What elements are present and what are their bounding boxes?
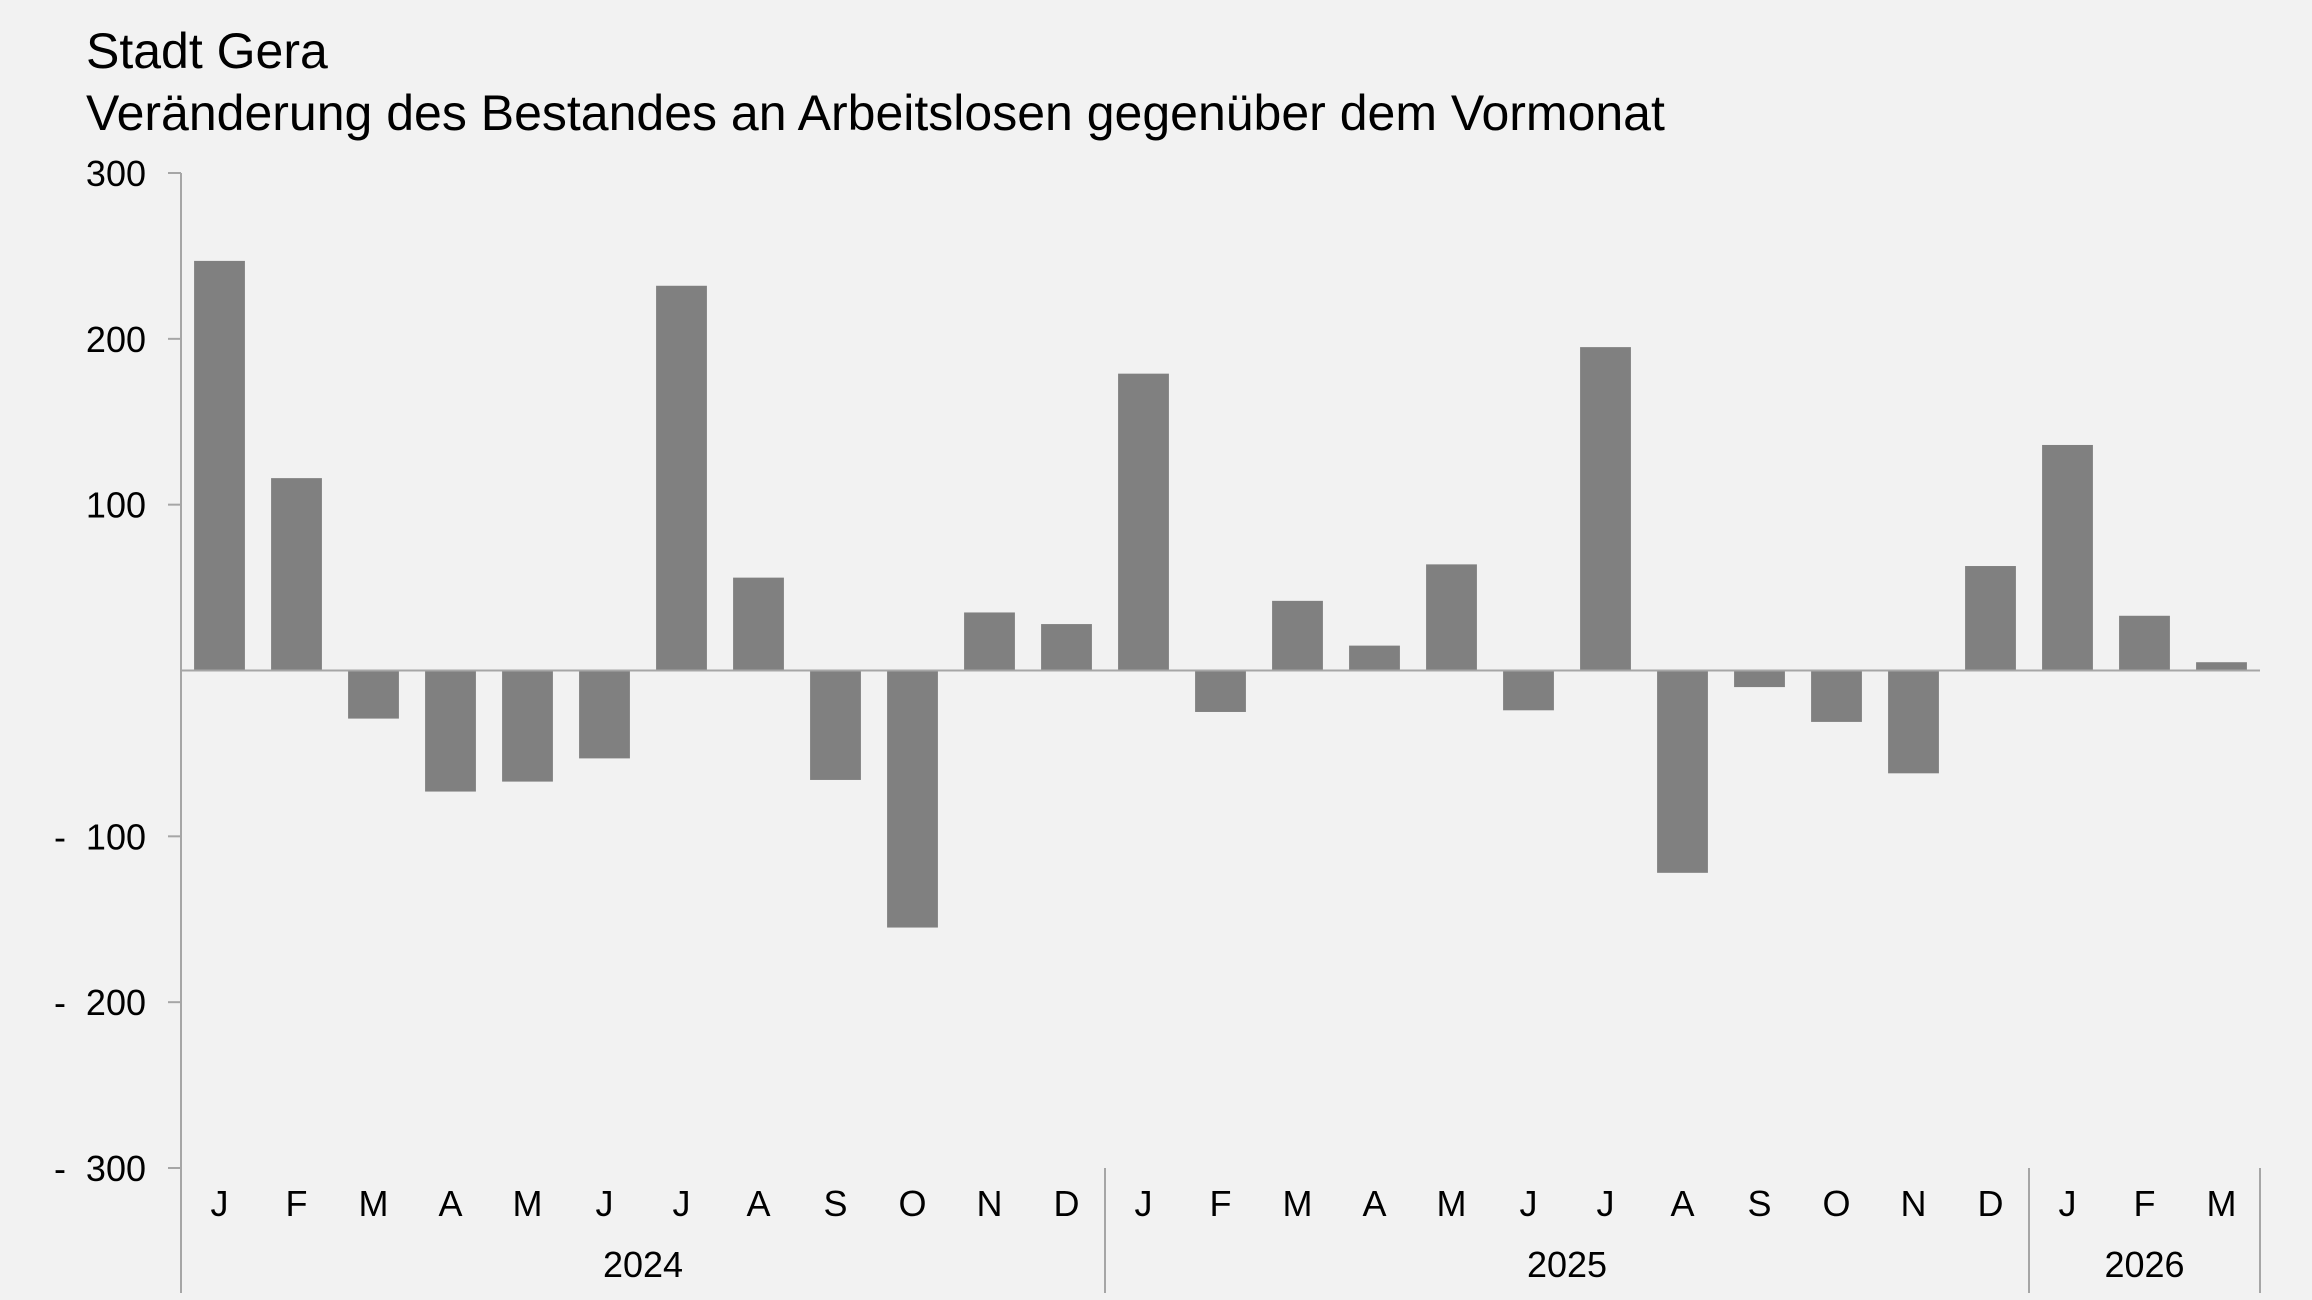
x-tick-label: D — [1054, 1183, 1080, 1224]
x-tick-label: O — [1822, 1183, 1850, 1224]
x-tick-label: A — [1362, 1183, 1386, 1224]
x-tick-label: J — [596, 1183, 614, 1224]
x-tick-label: N — [977, 1183, 1003, 1224]
x-tick-label: M — [359, 1183, 389, 1224]
bar-8 — [733, 577, 784, 671]
x-tick-label: S — [1747, 1183, 1771, 1224]
bar-18 — [1503, 670, 1554, 711]
x-tick-label: F — [1210, 1183, 1232, 1224]
bar-21 — [1734, 670, 1785, 688]
bar-23 — [1888, 670, 1939, 774]
x-tick-label: A — [746, 1183, 770, 1224]
x-tick-label: J — [211, 1183, 229, 1224]
bar-14 — [1195, 670, 1246, 712]
chart-subtitle: Veränderung des Bestandes an Arbeitslose… — [86, 85, 1665, 141]
bar-27 — [2196, 662, 2247, 671]
x-tick-label: O — [898, 1183, 926, 1224]
y-tick-label: - 300 — [54, 1148, 146, 1189]
bar-22 — [1811, 670, 1862, 722]
year-label: 2026 — [2104, 1244, 2184, 1285]
bar-16 — [1349, 645, 1400, 671]
x-tick-label: F — [2134, 1183, 2156, 1224]
bar-24 — [1965, 566, 2016, 671]
bar-11 — [964, 612, 1015, 671]
y-tick-label: - 200 — [54, 982, 146, 1023]
chart-title: Stadt Gera — [86, 23, 328, 79]
x-tick-label: J — [1597, 1183, 1615, 1224]
x-tick-label: M — [1283, 1183, 1313, 1224]
bar-5 — [502, 670, 553, 782]
y-tick-label: 200 — [86, 319, 146, 360]
bar-25 — [2042, 444, 2093, 671]
x-tick-label: A — [1670, 1183, 1694, 1224]
x-tick-label: J — [673, 1183, 691, 1224]
x-tick-label: M — [1437, 1183, 1467, 1224]
bar-10 — [887, 670, 938, 928]
bar-12 — [1041, 624, 1092, 671]
y-tick-label: - 100 — [54, 816, 146, 857]
x-tick-label: S — [823, 1183, 847, 1224]
x-tick-label: M — [513, 1183, 543, 1224]
x-tick-label: J — [1520, 1183, 1538, 1224]
bar-26 — [2119, 615, 2170, 671]
x-tick-label: J — [1135, 1183, 1153, 1224]
x-tick-label: D — [1978, 1183, 2004, 1224]
bar-17 — [1426, 564, 1477, 671]
chart-title-block: Stadt Gera Veränderung des Bestandes an … — [86, 20, 1665, 144]
bar-15 — [1272, 600, 1323, 671]
x-tick-label: F — [286, 1183, 308, 1224]
bar-19 — [1580, 347, 1631, 671]
y-tick-label: 300 — [86, 153, 146, 194]
year-label: 2024 — [603, 1244, 683, 1285]
year-label: 2025 — [1527, 1244, 1607, 1285]
bar-9 — [810, 670, 861, 780]
bar-2 — [271, 478, 322, 671]
x-tick-label: N — [1901, 1183, 1927, 1224]
x-tick-label: A — [438, 1183, 462, 1224]
bar-6 — [579, 670, 630, 759]
x-tick-label: M — [2207, 1183, 2237, 1224]
bar-20 — [1657, 670, 1708, 873]
bar-4 — [425, 670, 476, 792]
y-tick-label: 100 — [86, 485, 146, 526]
x-tick-label: J — [2059, 1183, 2077, 1224]
bar-1 — [194, 260, 245, 671]
bar-3 — [348, 670, 399, 719]
bar-7 — [656, 285, 707, 671]
bar-13 — [1118, 373, 1169, 671]
